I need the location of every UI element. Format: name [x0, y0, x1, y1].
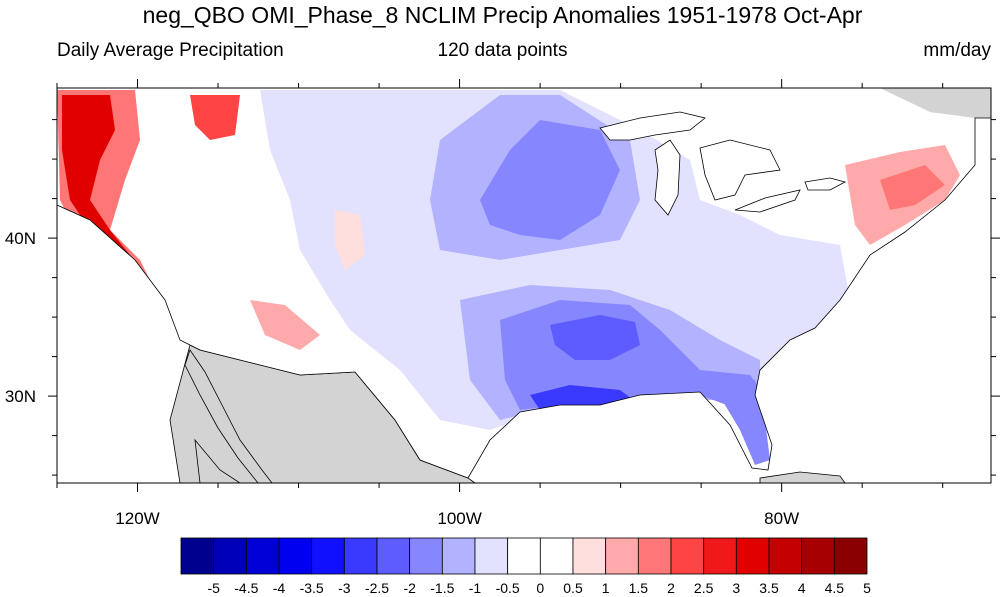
colorbar-label: -2.5 [365, 580, 389, 596]
colorbar-swatch [409, 537, 443, 575]
lon-tick-label: 100W [437, 509, 481, 528]
colorbar-swatch [768, 537, 803, 575]
anomaly-blue-core [550, 315, 640, 360]
colorbar-swatch [311, 537, 345, 575]
plot-frame [56, 87, 992, 484]
anomaly-pink-colorado [250, 300, 320, 350]
lon-tick-label: 80W [764, 509, 799, 528]
colorbar-label: -3.5 [300, 580, 324, 596]
map-title: neg_QBO OMI_Phase_8 NCLIM Precip Anomali… [142, 2, 863, 28]
colorbar-label: -1.5 [430, 580, 454, 596]
colorbar-swatch [670, 537, 705, 575]
anomaly-red-coast [62, 95, 130, 255]
lake-michigan [654, 139, 681, 216]
colorbar-label: -3 [338, 580, 351, 596]
colorbar-label: 4.5 [825, 580, 845, 596]
colorbar-label: -5 [207, 580, 220, 596]
cuba-land [759, 471, 846, 483]
colorbar-swatch [572, 537, 607, 575]
colorbar-label: 1 [602, 580, 610, 596]
colorbar-label: -4 [273, 580, 286, 596]
colorbar-swatch [637, 537, 672, 575]
colorbar-label: 2 [667, 580, 675, 596]
axis-tick-labels: 120W 100W 80W 40N 30N [5, 229, 799, 528]
lake-huron [699, 139, 781, 201]
anomaly-blue-north [480, 120, 620, 240]
colorbar-swatch [245, 537, 280, 575]
colorbar-label: 0 [536, 580, 544, 596]
colorbar-swatch [474, 537, 509, 575]
colorbar-swatch [605, 537, 639, 575]
colorbar-label: 1.5 [629, 580, 649, 596]
subtitle-units: mm/day [923, 40, 991, 61]
colorbar-swatch [801, 537, 835, 575]
lat-tick-label: 30N [5, 387, 36, 406]
colorbar-label: -4.5 [234, 580, 258, 596]
lake-ontario [804, 177, 847, 191]
colorbar-label: 4 [798, 580, 806, 596]
colorbar-swatch [376, 537, 411, 575]
lake-superior [599, 111, 706, 141]
lake-erie [734, 189, 801, 213]
anomaly-red-idaho [190, 95, 240, 140]
us-outline [57, 118, 976, 479]
colorbar [180, 537, 868, 575]
anomaly-pink-wyoming [335, 210, 365, 270]
colorbar-swatch [343, 537, 378, 575]
colorbar-label: 3.5 [759, 580, 779, 596]
lat-tick-label: 40N [5, 229, 36, 248]
colorbar-labels: -5 -4.5 -4 -3.5 -3 -2.5 -2 -1.5 -1 -0.5 0 0.5 1 1.5 2 2… [207, 580, 871, 596]
colorbar-label: -2 [403, 580, 416, 596]
colorbar-label: -0.5 [496, 580, 520, 596]
colorbar-swatch [539, 537, 574, 575]
anomaly-pink-new-england [880, 165, 945, 210]
colorbar-swatch [735, 537, 770, 575]
colorbar-label: 2.5 [694, 580, 714, 596]
colorbar-swatch [833, 537, 868, 575]
colorbar-label: 5 [863, 580, 871, 596]
colorbar-swatch [703, 537, 737, 575]
subtitle-center: 120 data points [437, 40, 568, 61]
colorbar-swatch [507, 537, 541, 575]
colorbar-swatch [441, 537, 476, 575]
colorbar-label: 3 [732, 580, 740, 596]
axis-ticks [48, 79, 1000, 492]
subtitle-left: Daily Average Precipitation [57, 40, 284, 61]
colorbar-label: -1 [469, 580, 482, 596]
colorbar-swatch [278, 537, 313, 575]
lon-tick-label: 120W [115, 509, 159, 528]
baja-peninsula [184, 349, 273, 483]
colorbar-swatch [180, 537, 215, 575]
colorbar-swatch [213, 537, 247, 575]
colorbar-label: 0.5 [563, 580, 583, 596]
